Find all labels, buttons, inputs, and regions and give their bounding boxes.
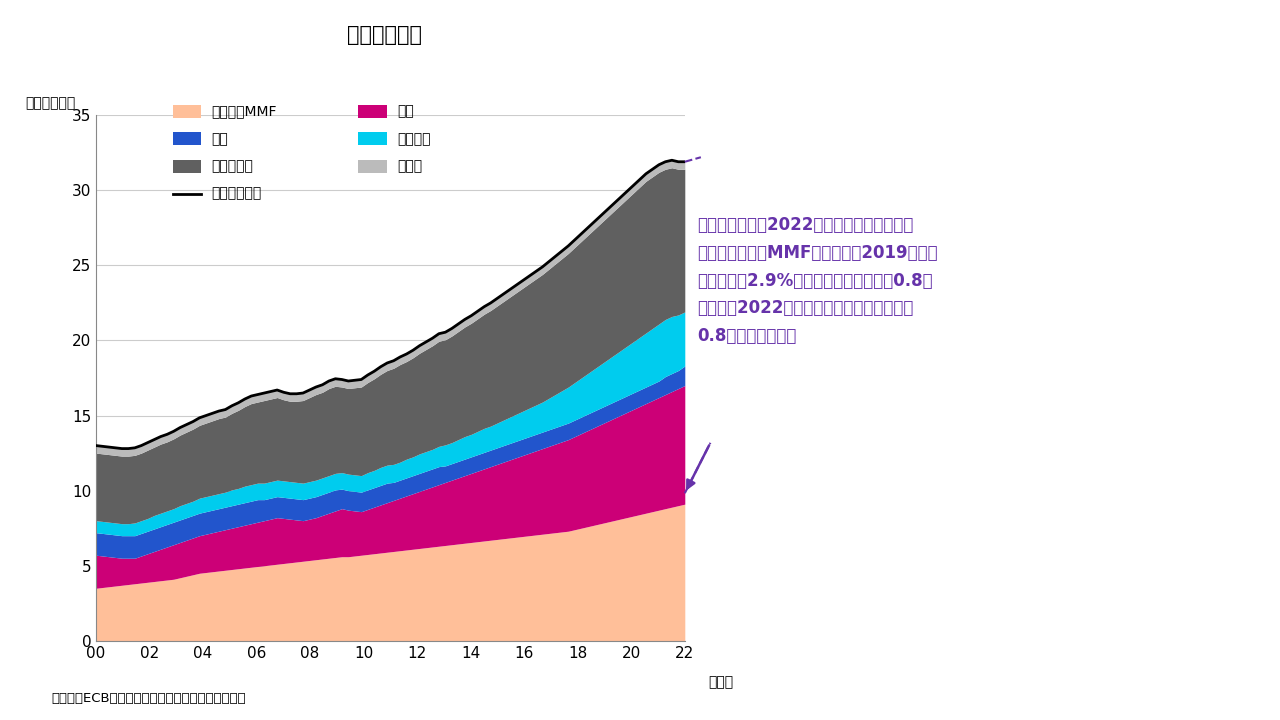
Text: （兆ユーロ）: （兆ユーロ） — [26, 96, 76, 110]
Text: 投資信託: 投資信託 — [397, 132, 430, 146]
Text: 家計資産合計: 家計資産合計 — [211, 186, 261, 201]
Text: 債券: 債券 — [211, 132, 228, 146]
Text: （出所）ECB（欧州中央銀行）よりインベスコ作成: （出所）ECB（欧州中央銀行）よりインベスコ作成 — [51, 692, 246, 705]
Text: ユーロ圏では、2022年末の家計総資産に対
する「現預金＋MMF」の比率は2019年平均
と比較して2.9%ポイント上昇。これは0.8兆
ユーロ（2022年末の: ユーロ圏では、2022年末の家計総資産に対 する「現預金＋MMF」の比率は201… — [698, 216, 938, 345]
Text: （年）: （年） — [708, 675, 733, 689]
Text: 年金・保険: 年金・保険 — [211, 159, 253, 174]
Text: 現預金＋MMF: 現預金＋MMF — [211, 104, 276, 119]
Text: その他: その他 — [397, 159, 422, 174]
Text: －ユーロ圏－: －ユーロ圏－ — [347, 25, 421, 45]
Text: 株式: 株式 — [397, 104, 413, 119]
